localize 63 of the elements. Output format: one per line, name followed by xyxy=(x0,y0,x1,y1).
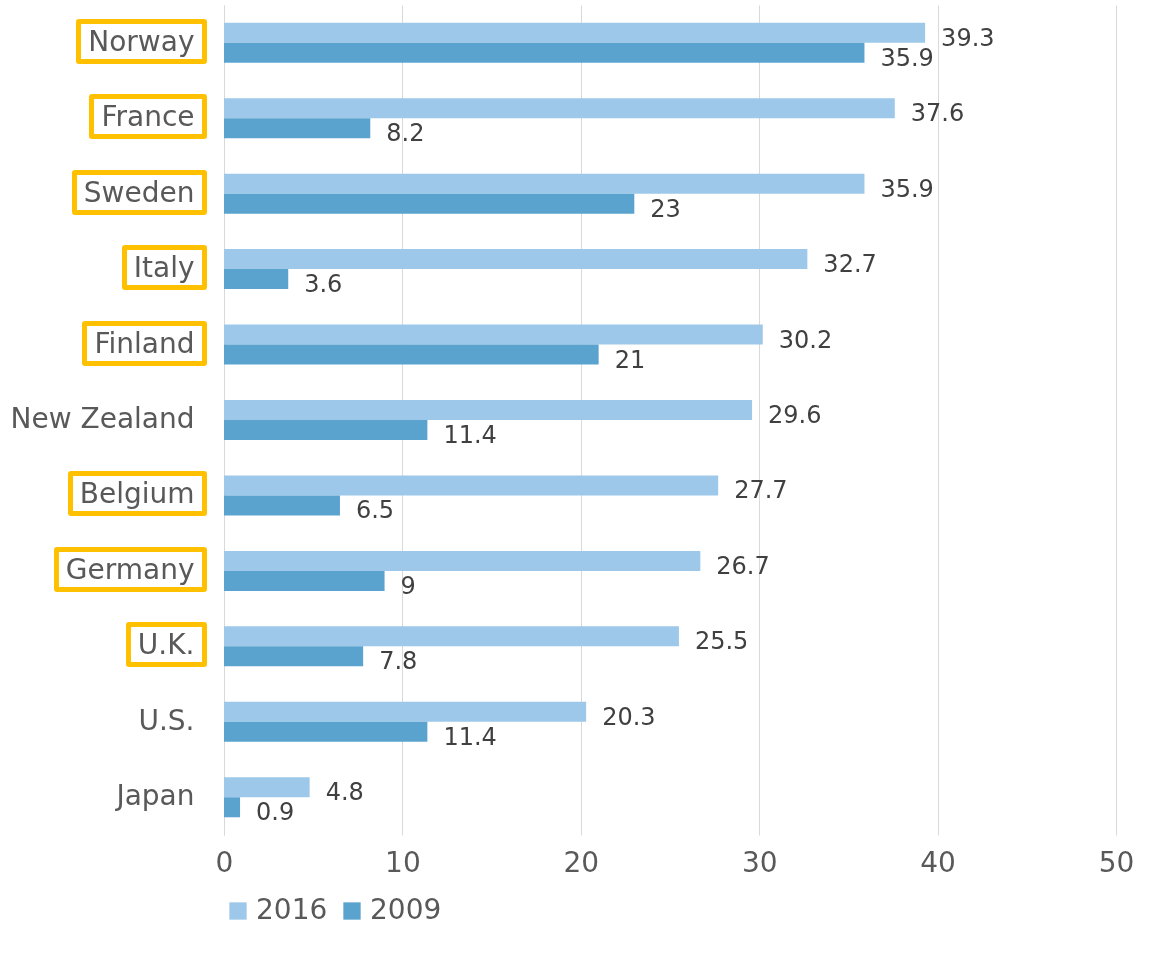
data-label: 9 xyxy=(400,571,416,600)
bar xyxy=(224,626,679,647)
y-tick-label: New Zealand xyxy=(10,402,195,435)
data-label: 11.4 xyxy=(443,722,497,751)
y-tick-label: Norway xyxy=(88,24,195,58)
legend-label: 2009 xyxy=(370,893,442,926)
bar xyxy=(224,269,289,290)
bar xyxy=(224,721,428,742)
data-label: 39.3 xyxy=(941,23,995,52)
data-label: 23 xyxy=(650,194,681,223)
bar xyxy=(224,98,895,119)
bar xyxy=(224,570,385,591)
data-label: 8.2 xyxy=(386,119,425,148)
data-label: 30.2 xyxy=(778,325,833,354)
data-label: 11.4 xyxy=(443,421,497,449)
x-tick-label: 50 xyxy=(1098,845,1135,879)
bar xyxy=(224,420,428,440)
bar xyxy=(224,344,599,365)
y-tick-label: Sweden xyxy=(83,175,195,209)
bar xyxy=(224,173,865,194)
bar xyxy=(224,495,340,516)
y-tick-label: Belgium xyxy=(79,477,195,511)
bar xyxy=(224,400,753,420)
bar xyxy=(224,249,808,270)
data-label: 32.7 xyxy=(823,250,877,279)
x-tick-label: 30 xyxy=(741,845,778,879)
data-label: 27.7 xyxy=(734,476,788,505)
bar xyxy=(224,797,241,818)
bar xyxy=(224,550,701,571)
y-tick-label: U.S. xyxy=(138,703,195,737)
bar xyxy=(224,646,364,667)
data-label: 6.5 xyxy=(355,496,395,525)
y-tick-label: Germany xyxy=(65,552,195,586)
data-label: 7.8 xyxy=(379,647,418,676)
data-label: 37.6 xyxy=(910,99,965,128)
y-tick-label: U.K. xyxy=(137,628,195,662)
data-label: 3.6 xyxy=(304,270,343,299)
bar xyxy=(224,324,763,345)
data-label: 25.5 xyxy=(694,627,749,656)
bar xyxy=(224,701,587,722)
data-label: 0.9 xyxy=(256,798,295,827)
bar xyxy=(224,777,310,798)
legend-label: 2016 xyxy=(256,893,328,926)
data-label: 29.6 xyxy=(768,401,822,429)
x-tick-label: 40 xyxy=(920,845,956,879)
y-tick-label: France xyxy=(101,100,195,134)
bar xyxy=(224,118,371,139)
data-label: 26.7 xyxy=(716,551,770,580)
y-tick-label: Italy xyxy=(133,251,195,285)
bar xyxy=(224,193,635,214)
data-label: 21 xyxy=(614,345,646,374)
data-label: 35.9 xyxy=(880,43,934,72)
y-tick-label: Japan xyxy=(114,779,195,813)
x-tick-label: 20 xyxy=(563,845,600,879)
x-tick-label: 0 xyxy=(215,845,234,879)
bar xyxy=(224,475,719,496)
data-label: 35.9 xyxy=(880,174,934,203)
bar xyxy=(224,42,865,63)
y-tick-label: Finland xyxy=(94,326,195,360)
x-tick-label: 10 xyxy=(385,845,421,879)
data-label: 20.3 xyxy=(602,702,656,731)
bar xyxy=(224,22,926,43)
data-label: 4.8 xyxy=(325,778,364,807)
